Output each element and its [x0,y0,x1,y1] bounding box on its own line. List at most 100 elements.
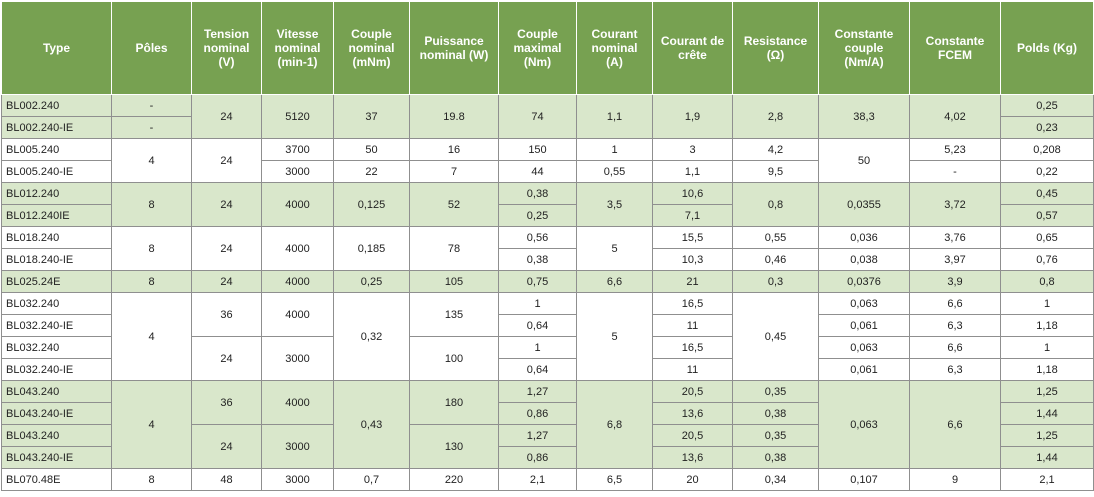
resistance-cell: 0,55 [732,226,819,249]
tension-cell: 36 [191,380,262,425]
constante-fcem-cell: 6,6 [909,292,1001,315]
puissance-cell: 100 [409,336,499,381]
couple-nominal-cell: 0,25 [333,270,410,293]
resistance-cell: 0,45 [732,292,819,381]
type-cell: BL012.240 [1,182,112,205]
poles-cell: - [111,116,192,139]
puissance-cell: 19.8 [409,94,499,139]
puissance-cell: 130 [409,424,499,469]
table-row: BL025.24E 8 24 4000 0,25 105 0,75 6,6 21… [1,270,1094,293]
puissance-cell: 52 [409,182,499,227]
header-tension: Tension nominal (V) [191,1,262,95]
constante-fcem-cell: 6,3 [909,358,1001,381]
couple-nominal-cell: 22 [333,160,410,183]
table-row: BL018.240 8 24 4000 0,185 78 0,56 5 15,5… [1,226,1094,271]
resistance-cell: 0,35 [732,380,819,403]
courant-crete-cell: 13,6 [652,446,733,469]
table-row: BL012.240 8 24 4000 0,125 52 0,38 3,5 10… [1,182,1094,227]
poids-cell: 1,44 [1000,446,1094,469]
resistance-cell: 0,46 [732,248,819,271]
constante-fcem-cell: 3,76 [909,226,1001,249]
type-cell: BL002.240-IE [1,116,112,139]
table-row: BL002.240 - 24 5120 37 19.8 74 1,1 1,9 2… [1,94,1094,139]
constante-fcem-cell: 4,02 [909,94,1001,139]
resistance-cell: 9,5 [732,160,819,183]
type-cell: BL032.240-IE [1,358,112,381]
resistance-cell: 2,8 [732,94,819,139]
constante-couple-cell: 38,3 [818,94,910,139]
resistance-cell: 0,38 [732,446,819,469]
constante-fcem-cell: 3,97 [909,248,1001,271]
constante-fcem-cell: 5,23 [909,138,1001,161]
tension-cell: 36 [191,292,262,337]
couple-nominal-cell: 0,125 [333,182,410,227]
couple-maximal-cell: 0,38 [498,248,577,271]
courant-crete-cell: 11 [652,358,733,381]
couple-maximal-cell: 44 [498,160,577,183]
courant-nominal-cell: 6,8 [576,380,653,469]
constante-couple-cell: 0,0355 [818,182,910,227]
courant-crete-cell: 10,6 [652,182,733,205]
poles-cell: 4 [111,138,192,183]
type-cell: BL032.240 [1,292,112,315]
constante-couple-cell: 0,107 [818,468,910,491]
poids-cell: 0,208 [1000,138,1094,161]
header-courant-nominal: Courant nominal (A) [576,1,653,95]
poids-cell: 0,45 [1000,182,1094,205]
table-row: BL005.240 4 24 3700 50 16 150 1 3 4,2 50… [1,138,1094,183]
resistance-cell: 0,34 [732,468,819,491]
constante-fcem-cell: 6,3 [909,314,1001,337]
couple-maximal-cell: 74 [498,94,577,139]
couple-nominal-cell: 0,7 [333,468,410,491]
header-resistance: Resistance (Ω) [732,1,819,95]
vitesse-cell: 3000 [261,468,334,491]
poids-cell: 2,1 [1000,468,1094,491]
table-row: BL043.240 24 3000 130 1,27 20,5 0,35 1,2… [1,424,1094,469]
couple-maximal-cell: 2,1 [498,468,577,491]
couple-nominal-cell: 0,43 [333,380,410,469]
vitesse-cell: 3700 [261,138,334,161]
courant-nominal-cell: 3,5 [576,182,653,227]
vitesse-cell: 4000 [261,226,334,271]
courant-nominal-cell: 5 [576,226,653,271]
couple-maximal-cell: 1 [498,292,577,315]
type-cell: BL005.240 [1,138,112,161]
poles-cell: 8 [111,270,192,293]
type-cell: BL043.240-IE [1,402,112,425]
header-row: Type Pôles Tension nominal (V) Vitesse nomi… [1,1,1094,95]
type-cell: BL043.240 [1,424,112,447]
tension-cell: 24 [191,336,262,381]
header-couple-maximal: Couple maximal (Nm) [498,1,577,95]
type-cell: BL043.240-IE [1,446,112,469]
header-puissance: Puissance nominal (W) [409,1,499,95]
poids-cell: 0,65 [1000,226,1094,249]
poids-cell: 1,18 [1000,358,1094,381]
poids-cell: 1 [1000,292,1094,315]
couple-maximal-cell: 1,27 [498,424,577,447]
courant-nominal-cell: 6,5 [576,468,653,491]
puissance-cell: 220 [409,468,499,491]
poids-cell: 1 [1000,336,1094,359]
table-row: BL043.240-IE 0,86 13,6 0,38 1,44 [1,446,1094,469]
table-row: BL012.240IE 0,25 7,1 0,57 [1,204,1094,227]
tension-cell: 24 [191,138,262,183]
couple-maximal-cell: 1,27 [498,380,577,403]
constante-fcem-cell: 6,6 [909,380,1001,469]
courant-crete-cell: 20,5 [652,380,733,403]
courant-crete-cell: 15,5 [652,226,733,249]
constante-fcem-cell: 3,9 [909,270,1001,293]
courant-nominal-cell: 6,6 [576,270,653,293]
header-constante-fcem: Constante FCEM [909,1,1001,95]
courant-nominal-cell: 1 [576,138,653,161]
vitesse-cell: 3000 [261,160,334,183]
tension-cell: 24 [191,226,262,271]
puissance-cell: 135 [409,292,499,337]
courant-crete-cell: 21 [652,270,733,293]
table-row: BL043.240 4 36 4000 0,43 180 1,27 6,8 20… [1,380,1094,469]
puissance-cell: 78 [409,226,499,271]
poids-cell: 0,57 [1000,204,1094,227]
courant-crete-cell: 3 [652,138,733,161]
type-cell: BL070.48E [1,468,112,491]
vitesse-cell: 3000 [261,336,334,381]
courant-crete-cell: 16,5 [652,336,733,359]
